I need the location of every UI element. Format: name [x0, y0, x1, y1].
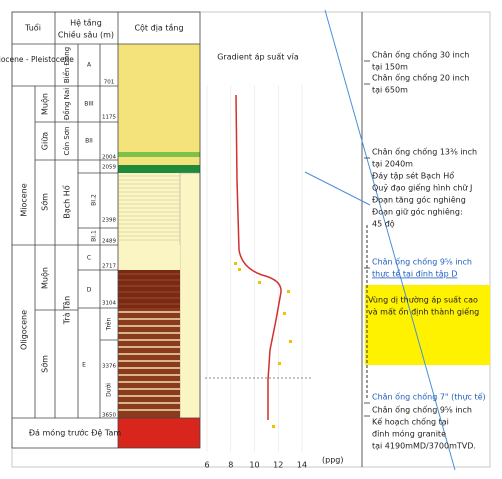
- zone-box: [365, 285, 490, 365]
- formation: Đồng Nai: [63, 88, 71, 120]
- annotation: Chân ống chống 20 inch: [372, 73, 469, 83]
- header-column: Cột địa tầng: [134, 23, 183, 34]
- unit: BI.1: [91, 230, 98, 242]
- annotation: Chân ống chống 9⅝ inch: [372, 405, 472, 415]
- unit: BII: [85, 138, 93, 145]
- age-late-oligocene: Muộn: [40, 267, 50, 289]
- annotation: Chân ống chống 13⅜ inch: [372, 147, 477, 157]
- formation: Bạch Hổ: [62, 185, 73, 218]
- x-tick-label: 12: [273, 461, 283, 470]
- formation: Côn Sơn: [63, 127, 71, 156]
- depth-label: 1175: [102, 115, 116, 121]
- annotation: Đoạn tăng góc nghiêng: [372, 195, 466, 206]
- unit: Trên: [106, 318, 113, 332]
- gradient-title: Gradient áp suất vỉa: [217, 52, 299, 62]
- gradient-axis: 6 8 10 12 14: [204, 85, 307, 470]
- annotation: và mất ổn định thành giếng: [368, 307, 479, 318]
- header-formation: Hệ tầng: [70, 18, 102, 28]
- age-oligocene: Oligocene: [20, 310, 29, 350]
- unit: A: [87, 62, 92, 69]
- unit: BIII: [84, 101, 94, 108]
- unit: E: [82, 362, 86, 369]
- annotation: Quỹ đạo giếng hình chữ J: [372, 183, 472, 194]
- well-trajectory: [324, 9, 456, 471]
- strat-column: [118, 44, 201, 448]
- annotation: Chân ống chống 9⅝ inch: [372, 257, 472, 267]
- annotation: Đoạn giữ góc nghiêng:: [372, 207, 463, 218]
- depth-label: 3650: [102, 413, 116, 419]
- annotation: Chân ống chống 7" (thực tế): [372, 392, 486, 403]
- annotation: tại 4190mMD/3700mTVD.: [372, 442, 476, 452]
- depth-label: 701: [104, 80, 115, 86]
- age-early-miocene: Sớm: [40, 193, 50, 211]
- depth-label: 2004: [102, 155, 116, 161]
- annotation: tại 2040m: [372, 160, 413, 170]
- pressure-curve: [235, 94, 282, 420]
- annotation: tại 150m: [372, 63, 408, 73]
- scatter-points: [234, 262, 292, 428]
- x-tick-label: 6: [204, 461, 209, 470]
- annotation: tại 650m: [372, 86, 408, 96]
- annotation: Chân ống chống 30 inch: [372, 50, 469, 60]
- depth-label: 3104: [102, 301, 116, 307]
- well-trajectory: [304, 171, 371, 206]
- depth-label: 2398: [102, 218, 116, 224]
- strat-pattern: [118, 175, 180, 411]
- age-basement: Đá móng trước Đệ Tam: [29, 428, 121, 438]
- formation: Biển Đông: [62, 47, 71, 83]
- x-tick-label: 10: [249, 461, 259, 470]
- header-age: Tuổi: [24, 23, 41, 33]
- depth-labels: 701 1175 2004 2059 2398 2489 2717 3104 3376 3650: [102, 80, 116, 419]
- annotation: thực tế tại đỉnh tập D: [372, 269, 457, 280]
- depth-label: 2717: [102, 264, 116, 270]
- annotation: 45 độ: [372, 219, 395, 229]
- table-grid: [11, 11, 201, 449]
- header-depth: Chiều sâu (m): [58, 30, 114, 40]
- gradient-unit: (ppg): [322, 456, 343, 465]
- age-pliocene: Pliocene - Pleistocene: [0, 55, 74, 64]
- age-late-miocene: Muộn: [40, 93, 50, 115]
- annotation: Kế hoạch chống tại: [372, 417, 449, 428]
- depth-label: 3376: [102, 364, 116, 370]
- annotation: Vùng dị thường áp suất cao: [368, 295, 478, 306]
- unit: BI.2: [91, 194, 98, 206]
- x-tick-label: 8: [228, 461, 233, 470]
- formation: Trà Tân: [63, 296, 72, 325]
- annotation: đỉnh móng granite: [372, 429, 446, 439]
- depth-label: 2059: [102, 165, 116, 171]
- age-early-oligocene: Sớm: [40, 355, 50, 373]
- depth-label: 2489: [102, 239, 116, 245]
- age-miocene: Miocene: [20, 183, 29, 216]
- x-tick-label: 14: [297, 461, 307, 470]
- age-middle-miocene: Giữa: [41, 132, 50, 150]
- unit: Dưới: [106, 383, 113, 397]
- unit: C: [87, 255, 91, 262]
- unit: D: [87, 287, 92, 294]
- annotation: Đáy tập sét Bạch Hổ: [372, 171, 454, 182]
